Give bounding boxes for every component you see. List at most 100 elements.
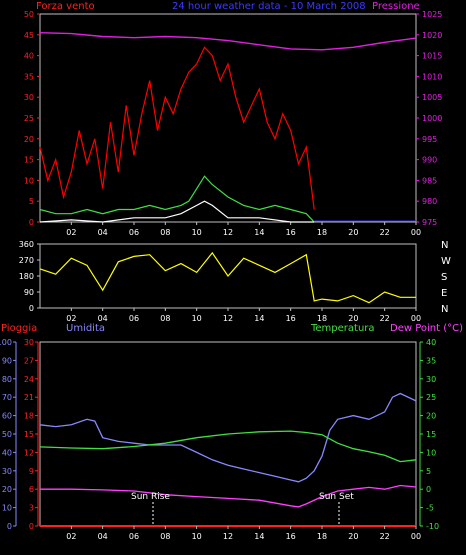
humidity-y-tick-label: 90 <box>2 356 12 365</box>
direction-y-tick-label: 270 <box>19 256 34 265</box>
wind-axis-title: Forza vento <box>36 1 95 12</box>
temp-x-tick-label: 10 <box>192 532 202 541</box>
rain-y-tick-label: 6 <box>29 485 34 494</box>
temp-x-tick-label: 16 <box>286 532 296 541</box>
wind-y-tick-label: 10 <box>24 176 34 185</box>
pressure-y-tick-label: 1015 <box>422 52 442 61</box>
wind-y-tick-label: 5 <box>29 197 34 206</box>
humidity-y-tick-label: 100 <box>0 338 12 347</box>
temperature-y-tick-label: 5 <box>426 467 431 476</box>
pressure-axis-title: Pressione <box>372 1 420 12</box>
direction-y-tick-label: 90 <box>24 288 34 297</box>
wind-x-tick-label: 14 <box>254 228 264 237</box>
wind-y-tick-label: 35 <box>24 72 34 81</box>
compass-label-w: W <box>441 256 451 267</box>
temp-panel: 0102030405060708090100036912151821242730… <box>0 338 439 541</box>
wind-y-tick-label: 30 <box>24 93 34 102</box>
wind-x-tick-label: 08 <box>160 228 170 237</box>
rain-y-tick-label: 15 <box>24 430 34 439</box>
pressure-y-tick-label: 1005 <box>422 93 442 102</box>
wind-y-tick-label: 20 <box>24 135 34 144</box>
direction-x-tick-label: 22 <box>380 314 390 323</box>
direction-x-tick-label: 08 <box>160 314 170 323</box>
sunset-label: Sun Set <box>319 492 354 502</box>
compass-label-e: E <box>441 288 447 299</box>
wind-x-tick-label: 16 <box>286 228 296 237</box>
temperature-axis-title: Temperatura <box>310 323 375 334</box>
wind-y-tick-label: 50 <box>24 10 34 19</box>
temp-x-tick-label: 20 <box>348 532 358 541</box>
compass-label-n-bottom: N <box>441 304 448 315</box>
temp-x-tick-label: 18 <box>317 532 327 541</box>
humidity-y-tick-label: 0 <box>7 522 12 531</box>
pressure-y-tick-label: 1010 <box>422 72 442 81</box>
wind-panel: 0510152025303540455097598098599099510001… <box>24 10 443 237</box>
temperature-y-tick-label: 15 <box>426 430 436 439</box>
dewpoint-axis-title: Dew Point (°C) <box>390 323 463 334</box>
humidity-y-tick-label: 50 <box>2 430 12 439</box>
temperature-y-tick-label: -10 <box>426 522 439 531</box>
rain-y-tick-label: 9 <box>29 467 34 476</box>
direction-x-tick-label: 04 <box>98 314 108 323</box>
temp-x-tick-label: 08 <box>160 532 170 541</box>
temp-x-tick-label: 06 <box>129 532 139 541</box>
rain-y-tick-label: 27 <box>24 356 34 365</box>
temperature-y-tick-label: 0 <box>426 485 431 494</box>
temp-series-temperatura <box>39 430 417 463</box>
direction-x-tick-label: 12 <box>223 314 233 323</box>
humidity-axis-title: Umidita <box>66 323 105 334</box>
humidity-y-tick-label: 80 <box>2 375 12 384</box>
direction-y-tick-label: 0 <box>29 304 34 313</box>
wind-series-gust <box>39 46 315 210</box>
temperature-y-tick-label: 20 <box>426 412 436 421</box>
temperature-y-tick-label: 30 <box>426 375 436 384</box>
rain-y-tick-label: 0 <box>29 522 34 531</box>
wind-x-tick-label: 06 <box>129 228 139 237</box>
pressure-y-tick-label: 985 <box>422 176 437 185</box>
wind-x-tick-label: 10 <box>192 228 202 237</box>
humidity-y-tick-label: 30 <box>2 467 12 476</box>
rain-y-tick-label: 30 <box>24 338 34 347</box>
temp-x-tick-label: 22 <box>380 532 390 541</box>
direction-series <box>39 251 416 304</box>
temp-series-umidita <box>39 392 417 483</box>
direction-x-tick-label: 02 <box>66 314 76 323</box>
rain-y-tick-label: 21 <box>24 393 34 402</box>
direction-panel: 0 90 180 270 360 02 04 06 08 10 12 14 16 18 20 22 00 <box>19 240 421 323</box>
wind-x-tick-label: 20 <box>348 228 358 237</box>
humidity-y-tick-label: 60 <box>2 412 12 421</box>
wind-y-tick-label: 45 <box>24 31 34 40</box>
compass-label-s: S <box>441 272 447 283</box>
direction-y-tick-label: 360 <box>19 240 34 249</box>
pressure-y-tick-label: 990 <box>422 156 437 165</box>
wind-y-tick-label: 0 <box>29 218 34 227</box>
wind-series-pressione <box>39 32 417 51</box>
temp-series-dew-point <box>40 484 417 508</box>
temperature-y-tick-label: 25 <box>426 393 436 402</box>
temperature-y-tick-label: 10 <box>426 448 436 457</box>
temp-x-tick-label: 14 <box>254 532 264 541</box>
direction-y-tick-label: 180 <box>19 272 34 281</box>
direction-x-tick-label: 16 <box>286 314 296 323</box>
pressure-y-tick-label: 980 <box>422 197 437 206</box>
rain-y-tick-label: 24 <box>24 375 34 384</box>
compass-label-n-top: N <box>441 240 448 251</box>
wind-x-tick-label: 18 <box>317 228 327 237</box>
temperature-y-tick-label: 35 <box>426 356 436 365</box>
pressure-y-tick-label: 1000 <box>422 114 442 123</box>
wind-y-tick-label: 25 <box>24 114 34 123</box>
rain-y-tick-label: 3 <box>29 504 34 513</box>
wind-x-tick-label: 02 <box>66 228 76 237</box>
direction-x-tick-label: 00 <box>411 314 421 323</box>
rain-y-tick-label: 18 <box>24 412 34 421</box>
chart-title: 24 hour weather data - 10 March 2008 <box>172 1 366 12</box>
wind-series-min <box>39 200 315 223</box>
rain-axis-title: Pioggia <box>1 323 37 334</box>
wind-y-tick-label: 15 <box>24 156 34 165</box>
pressure-y-tick-label: 975 <box>422 218 437 227</box>
direction-x-tick-label: 18 <box>317 314 327 323</box>
rain-y-tick-label: 12 <box>24 448 34 457</box>
pressure-y-tick-label: 1025 <box>422 10 442 19</box>
